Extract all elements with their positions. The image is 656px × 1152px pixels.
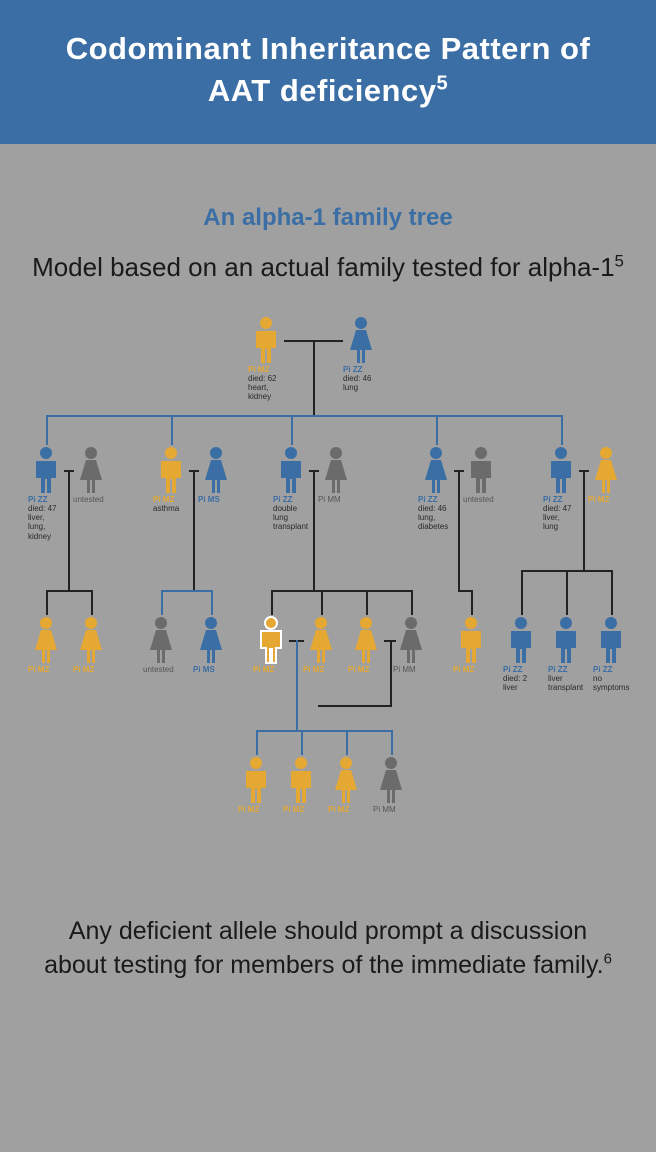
family-tree-diagram: Pi MZdied: 62heart,kidney Pi ZZdied: 46lu… xyxy=(18,315,638,875)
connector-line xyxy=(346,730,348,755)
person-g3h: Pi MM xyxy=(393,615,429,674)
person-label: Pi ZZnosymptoms xyxy=(593,665,629,693)
person-g1b: Pi ZZdied: 46lung xyxy=(343,315,379,393)
subtitle: An alpha-1 family tree xyxy=(0,204,656,232)
person-label: untested xyxy=(143,665,179,674)
person-g2f: Pi MM xyxy=(318,445,354,504)
connector-line xyxy=(321,590,323,615)
person-label: Pi MZ xyxy=(238,805,274,814)
person-label: Pi ZZdied: 47liver,lung,kidney xyxy=(28,495,64,541)
connector-line xyxy=(171,415,173,445)
person-g1a: Pi MZdied: 62heart,kidney xyxy=(248,315,284,402)
connector-line xyxy=(68,470,70,590)
person-label: Pi MZ xyxy=(73,665,109,674)
connector-line xyxy=(271,590,273,615)
person-label: Pi MS xyxy=(193,665,229,674)
person-g3e: Pi MZ xyxy=(253,615,289,674)
connector-line xyxy=(296,640,298,730)
person-g3d: Pi MS xyxy=(193,615,229,674)
person-label: Pi MZ xyxy=(453,665,489,674)
person-label: untested xyxy=(73,495,109,504)
person-label: Pi ZZdoublelungtransplant xyxy=(273,495,309,532)
connector-line xyxy=(458,470,460,590)
person-g3l: Pi ZZnosymptoms xyxy=(593,615,629,693)
model-description: Model based on an actual family tested f… xyxy=(30,250,626,285)
person-g3c: untested xyxy=(143,615,179,674)
connector-line xyxy=(256,730,258,755)
person-label: Pi MM xyxy=(373,805,409,814)
person-label: Pi MZdied: 62heart,kidney xyxy=(248,365,284,402)
connector-line xyxy=(46,415,48,445)
person-g3j: Pi ZZdied: 2liver xyxy=(503,615,539,693)
person-g3i: Pi MZ xyxy=(453,615,489,674)
person-label: Pi MS xyxy=(198,495,234,504)
person-g4c: Pi MZ xyxy=(328,755,364,814)
connector-line xyxy=(291,415,293,445)
connector-line xyxy=(256,730,391,732)
connector-line xyxy=(193,470,195,590)
person-label: Pi MM xyxy=(393,665,429,674)
person-g2h: untested xyxy=(463,445,499,504)
connector-line xyxy=(313,340,315,415)
connector-line xyxy=(46,415,563,417)
person-label: Pi ZZdied: 47liver,lung xyxy=(543,495,579,532)
person-g2a: Pi ZZdied: 47liver,lung,kidney xyxy=(28,445,64,541)
person-label: Pi MM xyxy=(318,495,354,504)
connector-line xyxy=(366,590,368,615)
connector-line xyxy=(611,570,613,615)
connector-line xyxy=(161,590,163,615)
header-banner: Codominant Inheritance Pattern of AAT de… xyxy=(0,0,656,144)
connector-line xyxy=(561,415,563,445)
person-g4b: Pi MZ xyxy=(283,755,319,814)
person-g3b: Pi MZ xyxy=(73,615,109,674)
connector-line xyxy=(271,590,411,592)
header-title: Codominant Inheritance Pattern of AAT de… xyxy=(20,28,636,112)
person-g3g: Pi MZ xyxy=(348,615,384,674)
person-label: Pi MZ xyxy=(328,805,364,814)
footer-text: Any deficient allele should prompt a dis… xyxy=(36,915,620,983)
connector-line xyxy=(566,570,568,615)
person-g2g: Pi ZZdied: 46lung,diabetes xyxy=(418,445,454,532)
connector-line xyxy=(391,730,393,755)
person-label: Pi ZZlivertransplant xyxy=(548,665,584,693)
person-g3a: Pi MZ xyxy=(28,615,64,674)
person-g4a: Pi MZ xyxy=(238,755,274,814)
connector-line xyxy=(521,570,523,615)
connector-line xyxy=(161,590,211,592)
person-label: untested xyxy=(463,495,499,504)
connector-line xyxy=(313,470,315,590)
connector-line xyxy=(390,640,392,705)
person-g3f: Pi MZ xyxy=(303,615,339,674)
person-g4d: Pi MM xyxy=(373,755,409,814)
connector-line xyxy=(46,590,48,615)
person-g3k: Pi ZZlivertransplant xyxy=(548,615,584,693)
person-g2b: untested xyxy=(73,445,109,504)
connector-line xyxy=(436,415,438,445)
person-g2i: Pi ZZdied: 47liver,lung xyxy=(543,445,579,532)
connector-line xyxy=(46,590,91,592)
connector-line xyxy=(91,590,93,615)
person-g2j: Pi MZ xyxy=(588,445,624,504)
person-g2d: Pi MS xyxy=(198,445,234,504)
person-label: Pi ZZdied: 2liver xyxy=(503,665,539,693)
person-label: Pi MZasthma xyxy=(153,495,189,513)
connector-line xyxy=(211,590,213,615)
person-label: Pi MZ xyxy=(253,665,289,674)
person-label: Pi MZ xyxy=(28,665,64,674)
person-label: Pi MZ xyxy=(348,665,384,674)
person-label: Pi ZZdied: 46lung,diabetes xyxy=(418,495,454,532)
person-label: Pi MZ xyxy=(303,665,339,674)
connector-line xyxy=(301,730,303,755)
person-label: Pi MZ xyxy=(588,495,624,504)
connector-line xyxy=(318,705,392,707)
person-label: Pi MZ xyxy=(283,805,319,814)
connector-line xyxy=(411,590,413,615)
person-label: Pi ZZdied: 46lung xyxy=(343,365,379,393)
person-g2c: Pi MZasthma xyxy=(153,445,189,513)
person-g2e: Pi ZZdoublelungtransplant xyxy=(273,445,309,532)
connector-line xyxy=(471,590,473,615)
connector-line xyxy=(583,470,585,570)
